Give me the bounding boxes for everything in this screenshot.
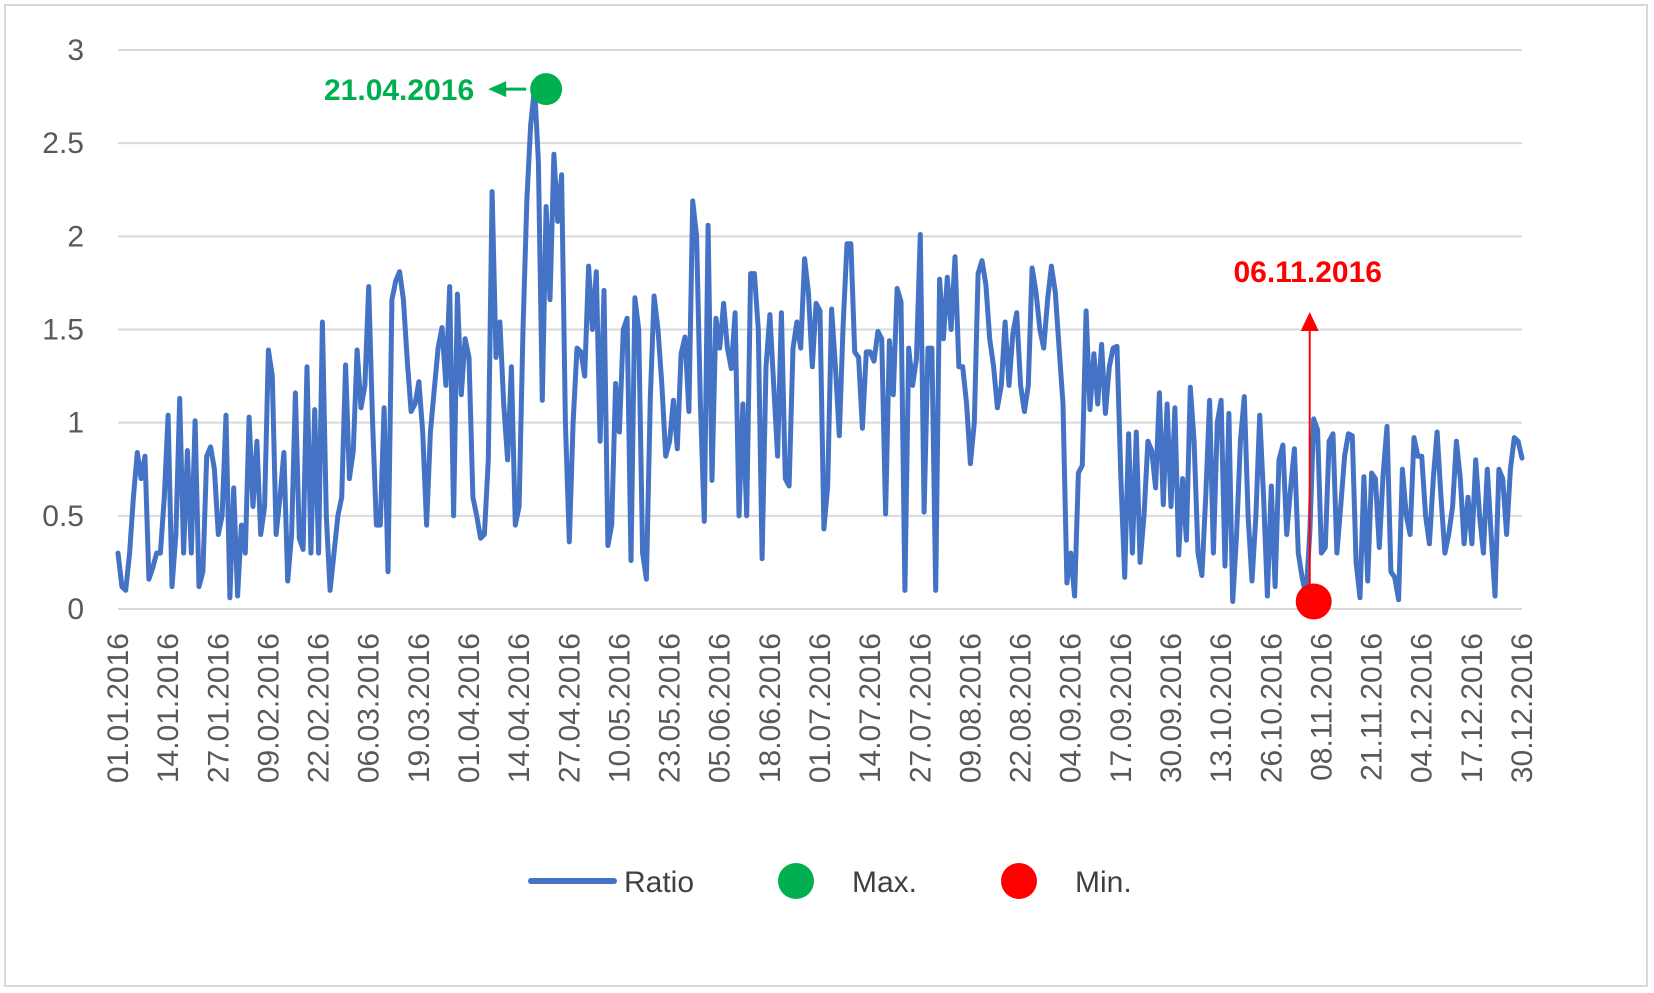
x-tick-label: 27.04.2016 xyxy=(553,633,586,783)
marker-layer: 21.04.2016 06.11.2016 xyxy=(324,73,1382,620)
x-tick-label: 22.08.2016 xyxy=(1005,633,1038,783)
legend: Ratio Max. Min. xyxy=(528,863,1132,899)
series-layer xyxy=(115,84,1525,604)
chart-frame: 0 0.5 1 1.5 2 2.5 3 01.01.2016 14.01.2016 27.01.… xyxy=(4,4,1648,987)
y-tick-label: 2 xyxy=(67,220,84,253)
x-tick-label: 18.06.2016 xyxy=(754,633,787,783)
x-tick-label: 17.12.2016 xyxy=(1456,633,1489,783)
y-tick-label: 3 xyxy=(67,34,84,67)
min-point-marker xyxy=(1295,583,1332,620)
y-tick-label: 2.5 xyxy=(42,127,84,160)
x-tick-label: 17.09.2016 xyxy=(1105,633,1138,783)
x-tick-label: 06.03.2016 xyxy=(353,633,386,783)
x-tick-label: 01.07.2016 xyxy=(804,633,837,783)
x-tick-label: 09.02.2016 xyxy=(252,633,285,783)
y-tick-label: 1 xyxy=(67,407,84,440)
x-tick-label: 01.01.2016 xyxy=(102,633,135,783)
x-tick-label: 10.05.2016 xyxy=(603,633,636,783)
y-axis-ticks: 0 0.5 1 1.5 2 2.5 3 xyxy=(42,34,84,626)
max-annotation-label: 21.04.2016 xyxy=(324,74,474,107)
chart-svg: 0 0.5 1 1.5 2 2.5 3 01.01.2016 14.01.2016 27.01.… xyxy=(42,34,1539,899)
min-arrow-head xyxy=(1300,312,1319,331)
x-tick-label: 04.09.2016 xyxy=(1055,633,1088,783)
x-tick-label: 05.06.2016 xyxy=(704,633,737,783)
x-tick-label: 14.01.2016 xyxy=(152,633,185,783)
x-tick-label: 27.01.2016 xyxy=(202,633,235,783)
max-arrow-head xyxy=(488,81,507,98)
x-tick-label: 30.09.2016 xyxy=(1155,633,1188,783)
x-axis-ticks: 01.01.2016 14.01.2016 27.01.2016 09.02.2016… xyxy=(102,633,1539,783)
x-tick-label: 21.11.2016 xyxy=(1356,633,1389,781)
x-tick-label: 22.02.2016 xyxy=(303,633,336,783)
legend-max-swatch xyxy=(778,863,814,899)
y-tick-label: 0 xyxy=(67,593,84,626)
x-tick-label: 09.08.2016 xyxy=(954,633,987,783)
x-tick-label: 08.11.2016 xyxy=(1305,633,1338,781)
x-tick-label: 13.10.2016 xyxy=(1205,633,1238,783)
x-tick-label: 26.10.2016 xyxy=(1255,633,1288,783)
legend-ratio-label: Ratio xyxy=(624,866,694,899)
y-tick-label: 0.5 xyxy=(42,500,84,533)
x-tick-label: 14.07.2016 xyxy=(854,633,887,783)
ratio-series-line xyxy=(115,84,1525,604)
legend-min-swatch xyxy=(1001,863,1037,899)
legend-min-label: Min. xyxy=(1075,866,1132,899)
y-tick-label: 1.5 xyxy=(42,314,84,347)
x-tick-label: 19.03.2016 xyxy=(403,633,436,783)
legend-max-label: Max. xyxy=(852,866,917,899)
x-tick-label: 04.12.2016 xyxy=(1406,633,1439,783)
x-tick-label: 01.04.2016 xyxy=(453,633,486,783)
x-tick-label: 23.05.2016 xyxy=(654,633,687,783)
max-point-marker xyxy=(530,73,563,106)
min-annotation-label: 06.11.2016 xyxy=(1233,256,1382,289)
x-tick-label: 14.04.2016 xyxy=(503,633,536,783)
x-tick-label: 27.07.2016 xyxy=(904,633,937,783)
x-tick-label: 30.12.2016 xyxy=(1506,633,1539,783)
